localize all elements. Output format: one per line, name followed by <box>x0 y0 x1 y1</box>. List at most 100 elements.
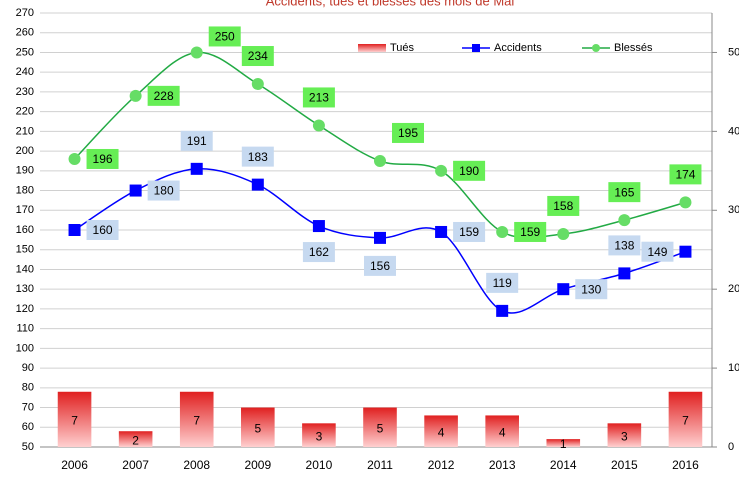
y2-tick-label: 0 <box>728 441 734 453</box>
bar-label: 5 <box>254 421 261 435</box>
bar-label: 7 <box>71 414 78 428</box>
data-label: 130 <box>581 282 601 296</box>
marker <box>496 304 509 317</box>
marker <box>129 89 142 102</box>
legend-swatch <box>358 44 386 52</box>
y-tick-label: 250 <box>16 46 34 58</box>
label-box <box>364 255 396 276</box>
marker <box>679 196 692 209</box>
label-box <box>241 46 274 67</box>
y2-tick-label: 30 <box>728 204 739 216</box>
x-tick-label: 2015 <box>611 458 638 472</box>
y-tick-label: 220 <box>16 106 34 118</box>
marker <box>557 283 570 296</box>
y-tick-label: 270 <box>16 7 34 19</box>
x-tick-label: 2007 <box>122 458 149 472</box>
legend-marker <box>472 44 480 52</box>
bar <box>546 439 581 447</box>
y-tick-label: 170 <box>16 204 34 216</box>
x-tick-label: 2013 <box>489 458 516 472</box>
marker <box>68 152 81 165</box>
label-box <box>514 221 547 242</box>
marker <box>435 225 448 238</box>
marker <box>435 164 448 177</box>
data-label: 160 <box>93 223 113 237</box>
y-tick-label: 50 <box>22 441 34 453</box>
marker <box>374 231 386 244</box>
x-tick-label: 2012 <box>428 458 455 472</box>
data-label: 234 <box>248 49 268 63</box>
data-label: 159 <box>520 225 540 239</box>
data-label: 158 <box>553 199 573 213</box>
bar-label: 2 <box>132 433 139 447</box>
label-box <box>180 130 213 151</box>
data-label: 191 <box>187 134 207 148</box>
y-tick-label: 130 <box>16 283 34 295</box>
marker <box>618 267 631 280</box>
data-label: 159 <box>459 225 479 239</box>
bar <box>485 415 519 447</box>
label-box <box>302 242 335 263</box>
x-tick-label: 2010 <box>306 458 333 472</box>
bar-label: 4 <box>499 425 506 439</box>
label-box <box>575 279 608 300</box>
y-tick-label: 110 <box>16 323 34 335</box>
marker <box>251 78 264 91</box>
y2-tick-label: 50 <box>728 46 739 58</box>
marker <box>312 220 325 233</box>
label-box <box>241 146 274 167</box>
data-label: 119 <box>493 276 512 290</box>
y2-tick-label: 10 <box>728 362 739 374</box>
legend-label: Blessés <box>614 42 653 54</box>
label-box <box>86 148 119 169</box>
bar <box>668 391 703 447</box>
x-tick-label: 2014 <box>550 458 577 472</box>
label-box <box>608 182 641 203</box>
label-box <box>547 195 580 216</box>
y-tick-label: 260 <box>16 27 34 39</box>
bar <box>118 431 153 447</box>
label-box <box>641 241 674 262</box>
y-tick-label: 80 <box>22 382 34 394</box>
x-tick-label: 2009 <box>244 458 271 472</box>
data-label: 162 <box>309 245 329 259</box>
bar <box>179 391 214 447</box>
bar-label: 7 <box>682 414 689 428</box>
marker <box>496 225 509 238</box>
x-tick-label: 2008 <box>183 458 210 472</box>
y-tick-label: 230 <box>16 86 34 98</box>
legend-label: Accidents <box>494 42 542 54</box>
legend-marker <box>592 44 600 52</box>
label-box <box>453 221 486 242</box>
y2-tick-label: 40 <box>728 125 739 137</box>
y-tick-label: 90 <box>22 362 34 374</box>
marker <box>679 245 692 258</box>
x-tick-label: 2011 <box>367 458 393 472</box>
y-tick-label: 150 <box>16 244 34 256</box>
y-tick-label: 210 <box>16 125 34 137</box>
data-label: 180 <box>154 184 174 198</box>
label-box <box>669 164 702 185</box>
marker <box>190 46 203 59</box>
label-box <box>147 180 180 201</box>
bar-label: 4 <box>438 425 445 439</box>
marker <box>251 178 264 191</box>
marker <box>190 162 203 175</box>
marker <box>129 184 142 197</box>
y-tick-label: 180 <box>16 184 34 196</box>
marker <box>312 119 325 132</box>
data-label: 196 <box>93 152 113 166</box>
label-box <box>486 272 519 293</box>
y-tick-label: 240 <box>16 66 34 78</box>
y-tick-label: 120 <box>16 303 34 315</box>
bar <box>241 407 275 447</box>
bar-label: 7 <box>193 414 200 428</box>
data-label: 138 <box>614 239 634 253</box>
label-box <box>608 235 641 256</box>
chart-title: Accidents, tués et blessés des mois de M… <box>266 0 515 8</box>
bar <box>57 391 92 447</box>
y-tick-label: 100 <box>16 342 34 354</box>
data-label: 195 <box>398 126 418 140</box>
bar <box>424 415 458 447</box>
